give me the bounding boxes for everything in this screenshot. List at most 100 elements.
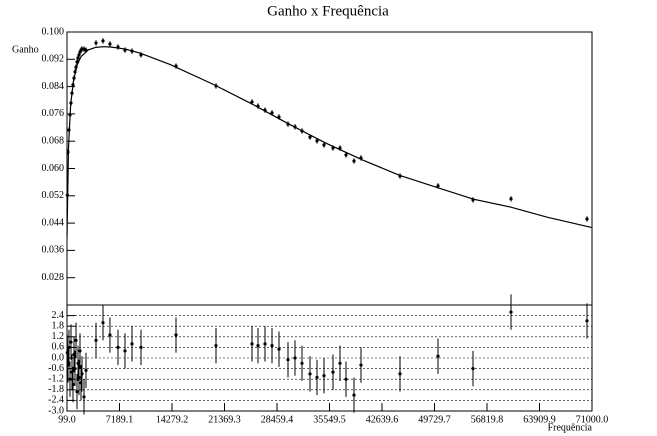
data-point xyxy=(139,53,143,57)
data-point xyxy=(398,174,402,178)
data-point xyxy=(270,111,274,115)
data-point xyxy=(293,356,297,360)
x-tick-label: 56819.8 xyxy=(471,414,504,425)
data-point xyxy=(174,64,178,68)
y-tick-label: 1.8 xyxy=(52,320,65,331)
data-point xyxy=(338,146,342,150)
data-point xyxy=(315,375,319,380)
top-frame xyxy=(66,31,593,306)
data-point xyxy=(214,344,218,348)
data-point xyxy=(108,42,112,46)
data-point xyxy=(293,125,297,129)
y-tick-label: 0.0 xyxy=(52,352,65,363)
data-point xyxy=(250,100,254,104)
data-point xyxy=(68,377,72,381)
data-point xyxy=(214,84,218,88)
data-point xyxy=(585,319,589,323)
y-tick-label: -0.6 xyxy=(48,363,64,374)
data-point xyxy=(322,143,326,147)
y-tick-label: -1.8 xyxy=(48,384,64,395)
y-tick-label: -1.2 xyxy=(48,373,64,384)
data-point xyxy=(352,393,356,397)
data-point xyxy=(123,349,127,353)
y-tick-label: 0.100 xyxy=(42,26,65,37)
data-point xyxy=(174,333,178,337)
data-point xyxy=(73,70,77,74)
y-tick-label: 0.084 xyxy=(42,81,65,92)
data-point xyxy=(250,342,254,346)
data-point xyxy=(69,340,73,344)
data-point xyxy=(471,198,475,202)
data-point xyxy=(94,338,98,342)
data-point xyxy=(84,368,88,372)
chart-title: Ganho x Frequência xyxy=(267,3,389,19)
bottom-frame xyxy=(66,304,593,412)
y-tick-label: 0.076 xyxy=(42,108,65,119)
data-point xyxy=(286,358,290,362)
x-tick-label: 49729.7 xyxy=(418,414,451,425)
data-point xyxy=(67,128,71,132)
data-point xyxy=(359,363,363,367)
data-point xyxy=(80,372,84,376)
data-point xyxy=(256,104,260,108)
y-tick-label: 0.068 xyxy=(42,135,65,146)
data-point xyxy=(263,342,267,346)
data-point xyxy=(436,184,440,188)
data-point xyxy=(72,76,76,80)
data-point xyxy=(344,377,348,381)
x-tick-label: 99.0 xyxy=(58,414,76,425)
data-point xyxy=(101,39,105,43)
data-point xyxy=(116,45,120,49)
data-point xyxy=(69,101,73,105)
data-point xyxy=(74,338,78,342)
data-point xyxy=(471,367,475,371)
fit-line xyxy=(66,46,593,237)
data-point xyxy=(65,193,69,197)
data-point xyxy=(322,374,326,378)
data-point xyxy=(68,113,72,117)
x-tick-label: 42639.6 xyxy=(366,414,399,425)
x-tick-label: 35549.5 xyxy=(313,414,346,425)
data-point xyxy=(123,48,127,52)
data-point xyxy=(585,217,589,221)
data-point xyxy=(82,395,86,399)
data-point xyxy=(277,115,281,119)
y-tick-label: 2.4 xyxy=(52,310,65,321)
data-point xyxy=(94,41,98,45)
y-axis-label: Ganho xyxy=(12,44,39,55)
data-point xyxy=(331,146,335,150)
data-point xyxy=(338,361,342,365)
data-point xyxy=(344,153,348,157)
data-point xyxy=(108,333,112,337)
y-tick-label: -3.0 xyxy=(48,405,64,416)
y-tick-label: -2.4 xyxy=(48,395,64,406)
data-point xyxy=(256,344,260,348)
data-point xyxy=(71,83,75,87)
data-point xyxy=(315,139,319,143)
x-tick-label: 28459.4 xyxy=(261,414,294,425)
data-point xyxy=(398,372,402,376)
data-point xyxy=(331,370,335,374)
data-point xyxy=(77,375,81,380)
data-point xyxy=(359,156,363,160)
data-point xyxy=(74,65,78,69)
data-point xyxy=(130,49,134,53)
y-tick-label: 0.028 xyxy=(42,272,65,283)
data-point xyxy=(277,347,281,351)
data-point xyxy=(139,345,143,349)
data-point xyxy=(78,349,82,353)
data-point xyxy=(263,108,267,112)
data-point xyxy=(75,60,79,64)
data-point xyxy=(130,342,134,346)
y-tick-label: 0.036 xyxy=(42,245,65,256)
data-point xyxy=(73,367,77,371)
data-point xyxy=(352,159,356,163)
data-point xyxy=(509,310,513,314)
data-point xyxy=(308,135,312,139)
x-axis-label: Frequência xyxy=(548,422,593,433)
y-tick-label: 0.060 xyxy=(42,163,65,174)
x-tick-label: 63909.9 xyxy=(523,414,556,425)
data-point xyxy=(116,345,120,349)
x-tick-label: 71000.0 xyxy=(576,414,609,425)
x-tick-label: 21369.3 xyxy=(208,414,241,425)
